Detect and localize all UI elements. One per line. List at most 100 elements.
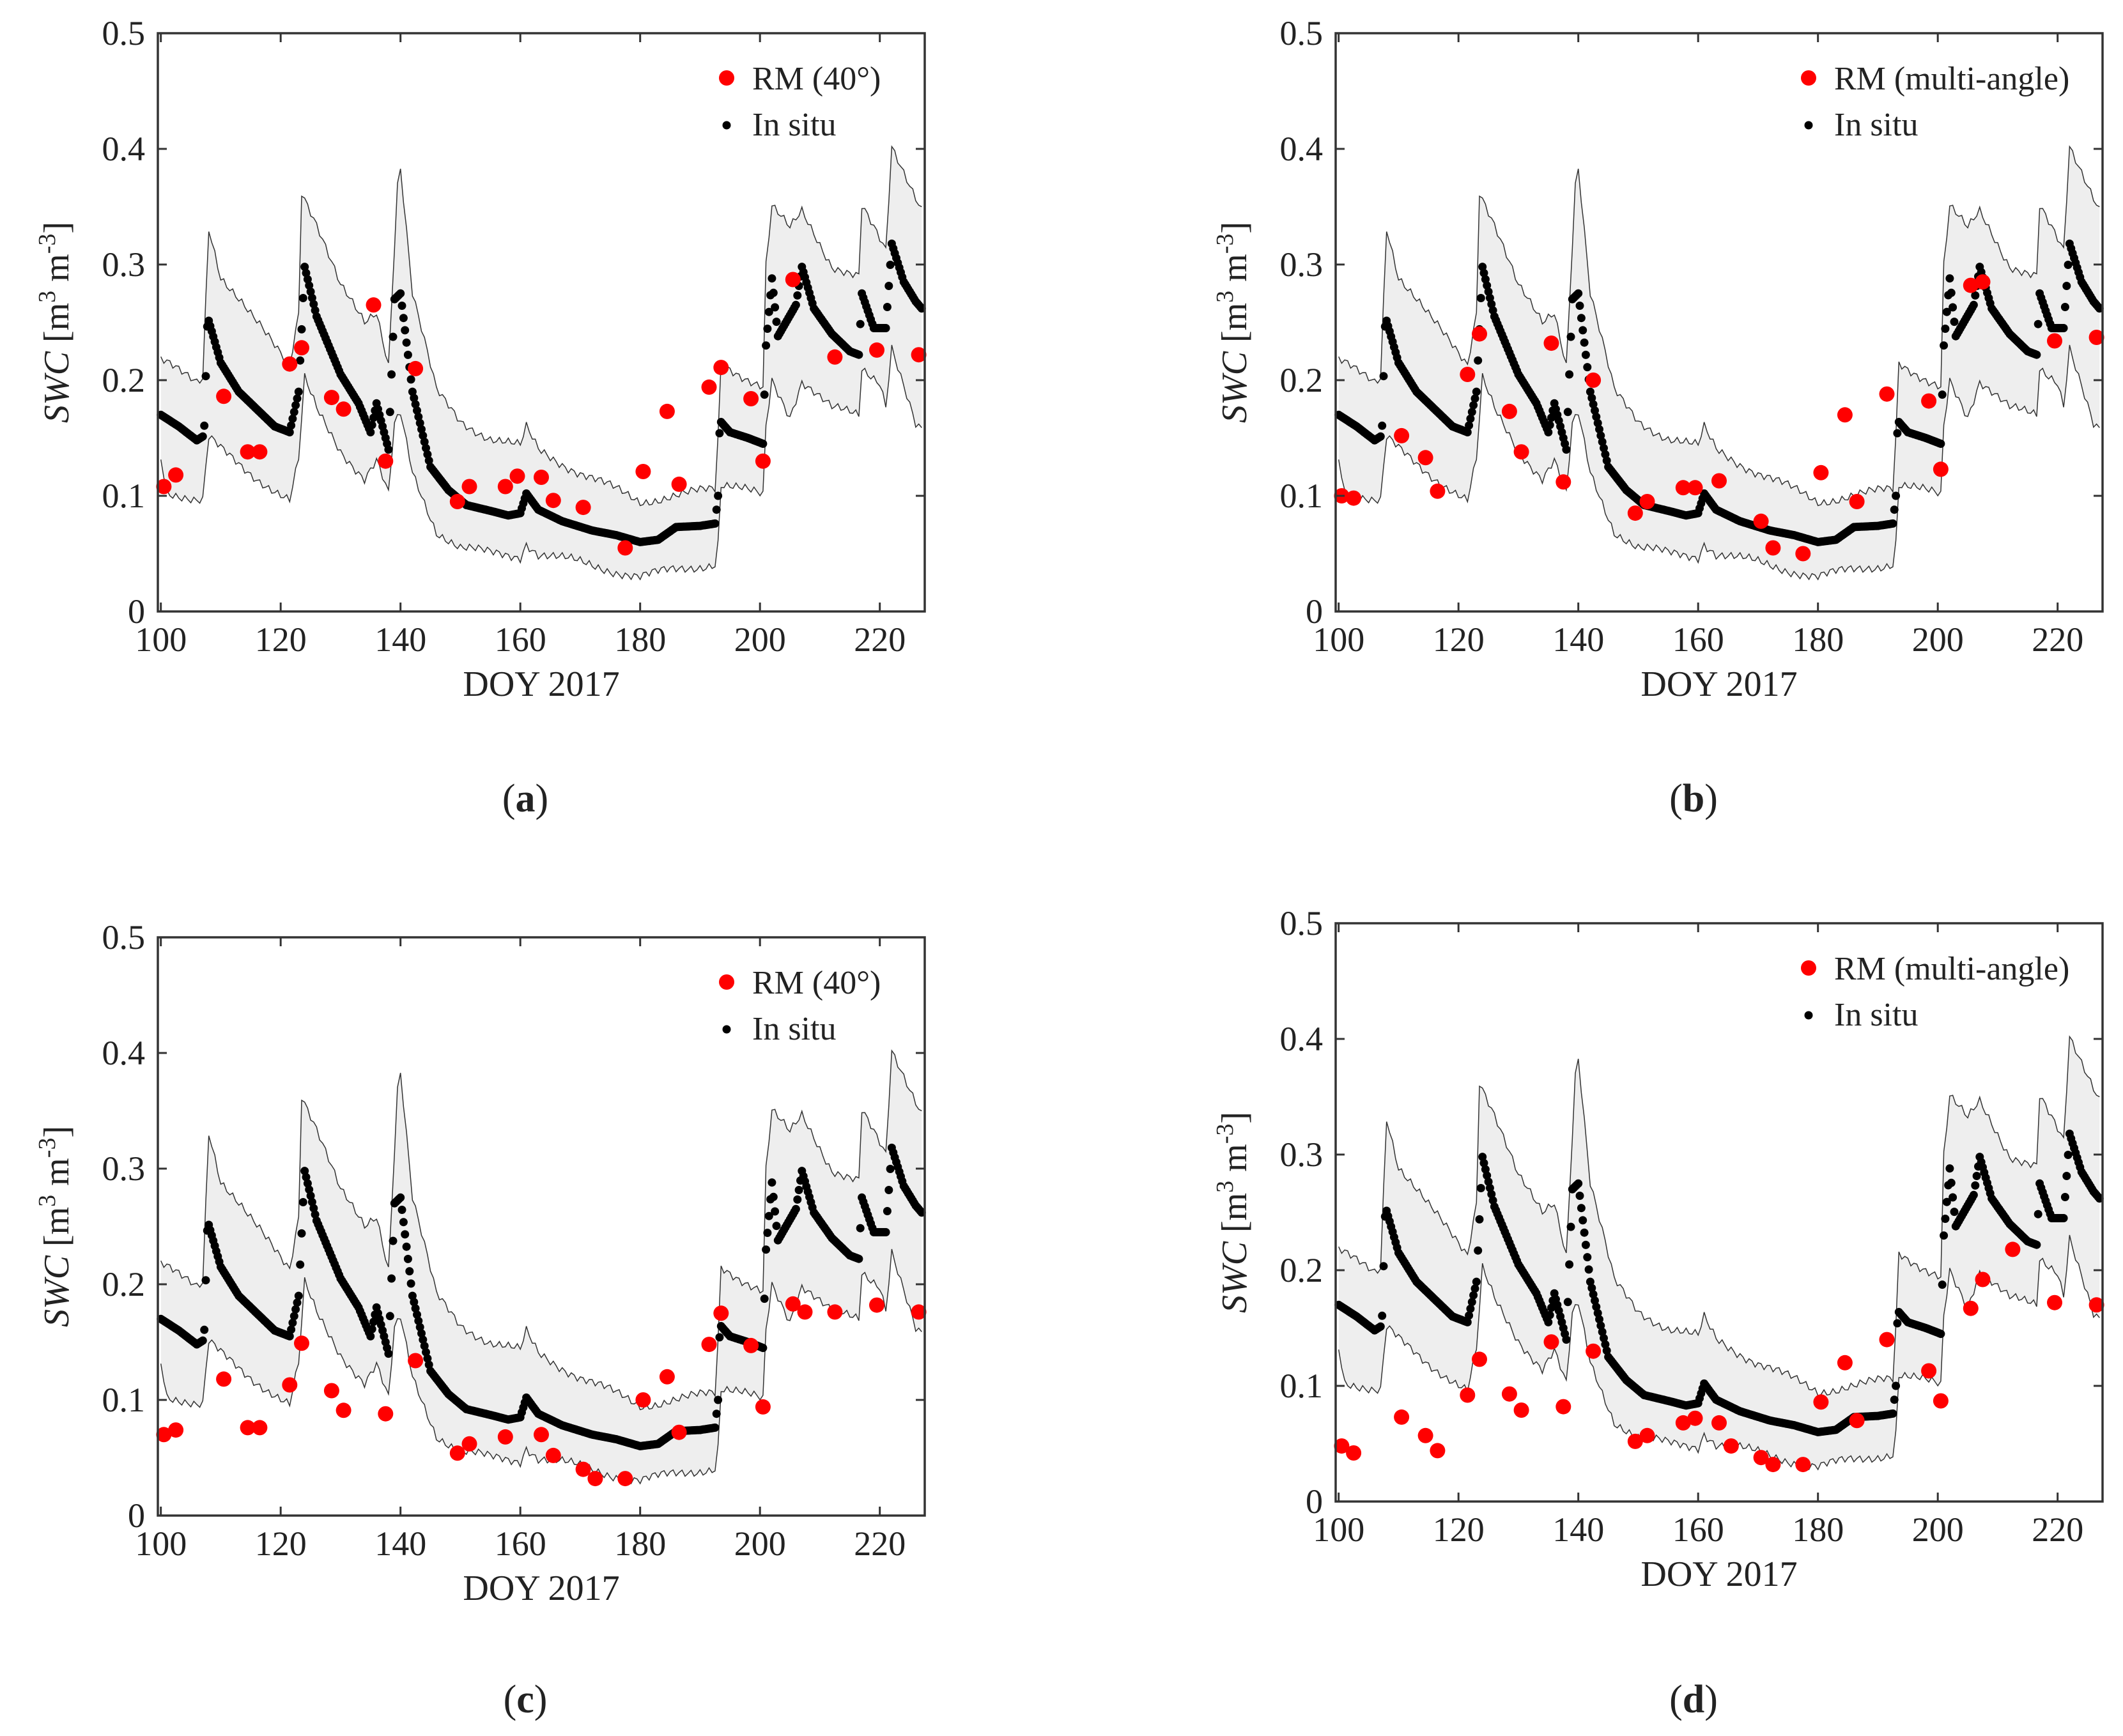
- rm-point: [545, 1447, 561, 1463]
- insitu-point: [1971, 291, 1980, 300]
- rm-point: [785, 272, 801, 288]
- rm-point: [2088, 330, 2104, 345]
- insitu-point: [1598, 438, 1607, 446]
- unit-exponent: -3: [1212, 1124, 1239, 1144]
- insitu-point: [1563, 408, 1572, 417]
- insitu-point: [769, 288, 778, 297]
- x-tick-label: 100: [135, 620, 187, 659]
- insitu-point: [405, 1267, 414, 1276]
- x-tick-label: 160: [1672, 1510, 1724, 1549]
- axes-frame: [1334, 922, 2104, 1503]
- rm-point: [168, 467, 184, 483]
- insitu-point: [1488, 306, 1497, 315]
- chart-panel-c: 100 120 140 160 180 200 220 0 0.1 0.2 0.3 0.4 0.5 DOY…: [34, 918, 927, 1721]
- insitu-point: [760, 1294, 769, 1303]
- insitu-point: [298, 294, 307, 302]
- rm-point: [1627, 1433, 1643, 1449]
- rm-point: [1921, 1363, 1937, 1379]
- insitu-point: [712, 1410, 721, 1418]
- uncertainty-band: [1338, 146, 2100, 580]
- insitu-point: [293, 1298, 302, 1307]
- rm-point: [1849, 1413, 1865, 1429]
- insitu-point: [1472, 1277, 1481, 1286]
- insitu-point: [764, 307, 773, 316]
- band-lower-edge: [1338, 1234, 2100, 1471]
- insitu-point: [302, 268, 311, 277]
- rm-point: [1837, 1355, 1853, 1371]
- rm-point: [1394, 427, 1410, 443]
- insitu-point: [420, 438, 429, 446]
- legend-insitu-label: In situ: [752, 107, 836, 143]
- insitu-point: [300, 263, 309, 272]
- insitu-point: [1893, 429, 1902, 438]
- insitu-point: [424, 456, 433, 465]
- insitu-point: [1484, 1178, 1493, 1186]
- rm-point: [1765, 1457, 1781, 1473]
- insitu-point: [769, 1192, 778, 1201]
- insitu-point: [1950, 318, 1959, 326]
- y-tick-label: 0.5: [1280, 904, 1324, 942]
- insitu-point: [771, 1207, 780, 1216]
- insitu-point: [287, 421, 296, 430]
- insitu-point: [2059, 324, 2068, 332]
- insitu-point: [854, 1254, 863, 1263]
- y-tick-label: 0: [1306, 1482, 1323, 1521]
- rm-point: [1963, 277, 1979, 293]
- insitu-point: [793, 291, 802, 300]
- axes-frame: [157, 936, 926, 1517]
- rm-series: [156, 272, 927, 556]
- insitu-point: [883, 303, 892, 311]
- insitu-point: [1565, 1260, 1574, 1269]
- axes-frame: [1334, 32, 2104, 613]
- insitu-point: [1476, 1184, 1485, 1192]
- rm-point: [2005, 1241, 2021, 1257]
- uncertainty-band: [1338, 1036, 2100, 1470]
- insitu-point: [2032, 350, 2041, 359]
- y-tick-label: 0.4: [102, 130, 146, 168]
- insitu-point: [1376, 432, 1385, 441]
- unit-exponent: -3: [34, 234, 61, 254]
- insitu-point: [1949, 303, 1957, 312]
- insitu-point: [1478, 263, 1487, 272]
- rm-point: [1472, 326, 1487, 342]
- rm-point: [1417, 450, 1433, 466]
- legend-rm-marker: [719, 70, 734, 86]
- rm-point: [240, 444, 256, 460]
- insitu-point: [1601, 450, 1610, 459]
- insitu-point: [1950, 1208, 1959, 1217]
- band-upper-edge: [1338, 145, 2100, 507]
- panel-caption: (b): [1669, 777, 1718, 820]
- rm-point: [1975, 1271, 1991, 1287]
- legend: RM (40°) In situ: [719, 61, 881, 143]
- rm-point: [785, 1296, 801, 1312]
- insitu-point: [715, 1333, 724, 1342]
- rm-point: [1723, 1438, 1739, 1454]
- unit-exponent: 3: [1212, 291, 1239, 303]
- insitu-point: [311, 1210, 320, 1219]
- y-axis-label: SWC [m3 m-3]: [1212, 1112, 1254, 1313]
- insitu-point: [1589, 400, 1598, 409]
- insitu-point: [297, 1229, 306, 1238]
- rm-point: [743, 391, 759, 406]
- insitu-point: [385, 1312, 394, 1321]
- rm-point: [1795, 546, 1811, 562]
- panel-caption: (a): [502, 777, 548, 820]
- x-axis-label: DOY 2017: [1640, 664, 1797, 704]
- insitu-point: [1378, 1311, 1387, 1320]
- rm-point: [587, 1471, 603, 1487]
- rm-point: [240, 1420, 256, 1436]
- insitu-point: [411, 400, 420, 409]
- insitu-point: [1472, 387, 1481, 396]
- insitu-point: [302, 1172, 311, 1181]
- insitu-point: [408, 387, 417, 396]
- insitu-point: [1471, 1284, 1479, 1293]
- y-axis-label: SWC [m3 m-3]: [1212, 222, 1254, 423]
- insitu-point: [1379, 372, 1388, 381]
- legend-insitu-marker: [1804, 121, 1813, 130]
- rm-point: [1334, 1438, 1350, 1454]
- y-axis-variable: SWC: [1215, 342, 1254, 423]
- rm-point: [1417, 1427, 1433, 1443]
- insitu-point: [417, 1329, 426, 1338]
- insitu-point: [410, 394, 419, 403]
- rm-point: [617, 1471, 633, 1487]
